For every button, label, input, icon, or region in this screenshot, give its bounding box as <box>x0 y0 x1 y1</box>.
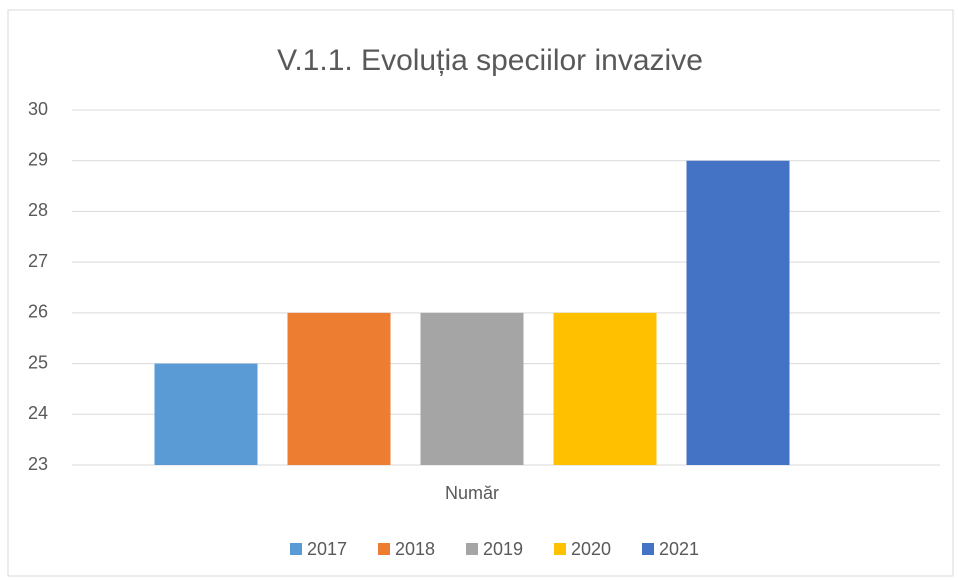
legend-swatch <box>378 543 390 555</box>
bar <box>154 363 258 465</box>
y-tick-label: 24 <box>28 403 48 423</box>
legend-swatch <box>466 543 478 555</box>
chart-title: V.1.1. Evoluția speciilor invazive <box>277 44 703 77</box>
x-tick-label: Număr <box>445 483 499 503</box>
y-tick-label: 27 <box>28 251 48 271</box>
legend-label: 2021 <box>659 539 699 559</box>
legend-swatch <box>642 543 654 555</box>
y-tick-label: 28 <box>28 200 48 220</box>
bar <box>420 312 524 465</box>
chart-frame <box>7 9 954 577</box>
legend-swatch <box>554 543 566 555</box>
y-tick-label: 25 <box>28 352 48 372</box>
bar <box>553 312 657 465</box>
y-tick-label: 29 <box>28 149 48 169</box>
bar <box>287 312 391 465</box>
legend-label: 2018 <box>395 539 435 559</box>
y-tick-label: 23 <box>28 454 48 474</box>
legend-label: 2020 <box>571 539 611 559</box>
y-tick-label: 26 <box>28 302 48 322</box>
bar <box>686 160 790 465</box>
legend-swatch <box>290 543 302 555</box>
legend-label: 2017 <box>307 539 347 559</box>
y-tick-label: 30 <box>28 99 48 119</box>
legend-label: 2019 <box>483 539 523 559</box>
